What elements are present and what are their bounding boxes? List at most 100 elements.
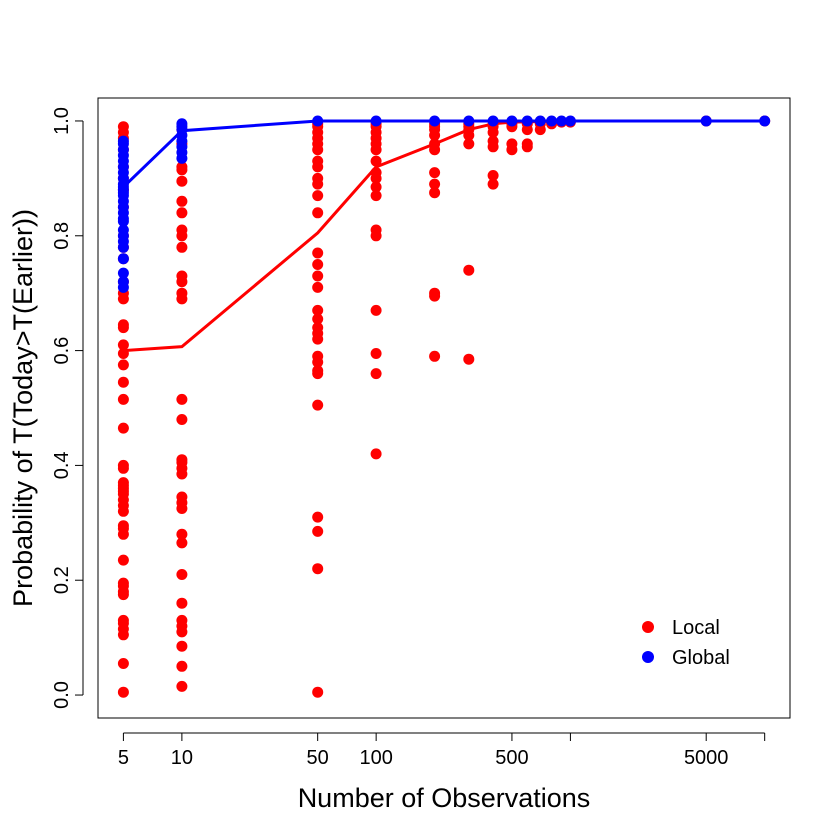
- y-tick-label: 0.0: [51, 681, 73, 709]
- plot-area: [117, 115, 771, 698]
- local-point: [117, 477, 129, 489]
- local-point: [312, 304, 324, 316]
- local-point: [312, 172, 324, 184]
- local-point: [429, 350, 441, 362]
- local-point: [117, 686, 129, 698]
- x-tick-label: 50: [307, 747, 329, 769]
- local-point: [176, 454, 188, 466]
- local-point: [370, 155, 382, 167]
- local-point: [176, 224, 188, 236]
- local-point: [429, 167, 441, 179]
- local-trend-line: [123, 119, 765, 353]
- global-point: [117, 253, 129, 265]
- legend-local-marker: [642, 621, 654, 633]
- local-point: [429, 178, 441, 190]
- local-point: [176, 175, 188, 187]
- local-point: [176, 195, 188, 207]
- local-point: [312, 511, 324, 523]
- local-point: [117, 520, 129, 532]
- local-point: [370, 448, 382, 460]
- x-tick-label: 5: [118, 747, 129, 769]
- local-point: [176, 241, 188, 253]
- global-trend-line: [122, 119, 765, 189]
- local-point: [312, 686, 324, 698]
- local-point: [176, 270, 188, 282]
- local-point: [117, 339, 129, 351]
- local-point: [117, 121, 129, 133]
- local-point: [312, 322, 324, 334]
- local-point: [117, 459, 129, 471]
- local-point: [117, 577, 129, 589]
- legend-global-label: Global: [672, 647, 730, 669]
- local-point: [463, 264, 475, 276]
- local-point: [312, 207, 324, 219]
- x-tick-label: 10: [171, 747, 193, 769]
- local-point: [312, 365, 324, 377]
- local-point: [370, 348, 382, 359]
- local-point: [312, 350, 324, 362]
- y-tick-label: 0.6: [51, 337, 73, 365]
- local-point: [312, 155, 324, 167]
- local-point: [117, 393, 129, 405]
- y-tick-label: 0.4: [51, 451, 73, 479]
- local-point: [312, 247, 324, 259]
- local-point: [176, 569, 188, 580]
- legend: Local Global: [642, 617, 730, 669]
- y-axis: 0.0 0.2 0.4 0.6 0.8 1.0: [51, 107, 84, 709]
- local-point: [176, 414, 188, 425]
- y-tick-label: 0.2: [51, 566, 73, 594]
- legend-local-label: Local: [672, 617, 720, 639]
- global-point: [117, 135, 129, 147]
- local-point: [506, 138, 518, 150]
- local-point: [370, 224, 382, 236]
- local-point: [117, 614, 129, 626]
- x-tick-label: 500: [495, 747, 528, 769]
- local-point: [176, 161, 188, 173]
- plot-frame: [97, 97, 791, 719]
- local-point: [176, 528, 188, 540]
- local-point: [176, 614, 188, 626]
- local-point: [487, 135, 499, 147]
- local-point: [176, 640, 188, 652]
- x-axis: 5 10 50 100 500 5000: [118, 732, 766, 769]
- local-point: [117, 554, 129, 566]
- local-point: [487, 170, 499, 181]
- local-point: [487, 178, 499, 190]
- local-point: [176, 207, 188, 219]
- local-point: [463, 353, 475, 365]
- y-axis-label: Probability of T(Today>T(Earlier)): [8, 209, 38, 607]
- local-point: [117, 319, 129, 331]
- local-point: [312, 270, 324, 282]
- local-point: [370, 190, 382, 202]
- local-point: [312, 563, 324, 575]
- local-point: [429, 187, 441, 199]
- local-point: [176, 537, 188, 549]
- local-point: [370, 181, 382, 193]
- local-point: [370, 368, 382, 380]
- x-tick-label: 5000: [684, 747, 729, 769]
- local-point: [312, 281, 324, 293]
- local-point: [312, 313, 324, 325]
- local-point: [117, 376, 129, 388]
- local-point: [176, 660, 188, 672]
- legend-global-marker: [642, 651, 654, 663]
- y-tick-label: 1.0: [51, 107, 73, 135]
- global-point: [176, 118, 188, 130]
- global-point: [117, 224, 129, 236]
- local-point: [463, 138, 475, 150]
- x-tick-label: 100: [359, 747, 392, 769]
- y-tick-label: 0.8: [51, 222, 73, 250]
- local-point: [117, 422, 129, 434]
- local-point: [176, 393, 188, 405]
- local-point: [370, 304, 382, 316]
- local-point: [117, 359, 129, 371]
- local-point: [176, 597, 188, 609]
- local-point: [521, 138, 533, 150]
- local-point: [429, 287, 441, 299]
- global-point: [117, 267, 129, 279]
- x-axis-label: Number of Observations: [298, 783, 591, 813]
- local-point: [176, 491, 188, 503]
- local-point: [312, 259, 324, 270]
- local-point: [312, 399, 324, 411]
